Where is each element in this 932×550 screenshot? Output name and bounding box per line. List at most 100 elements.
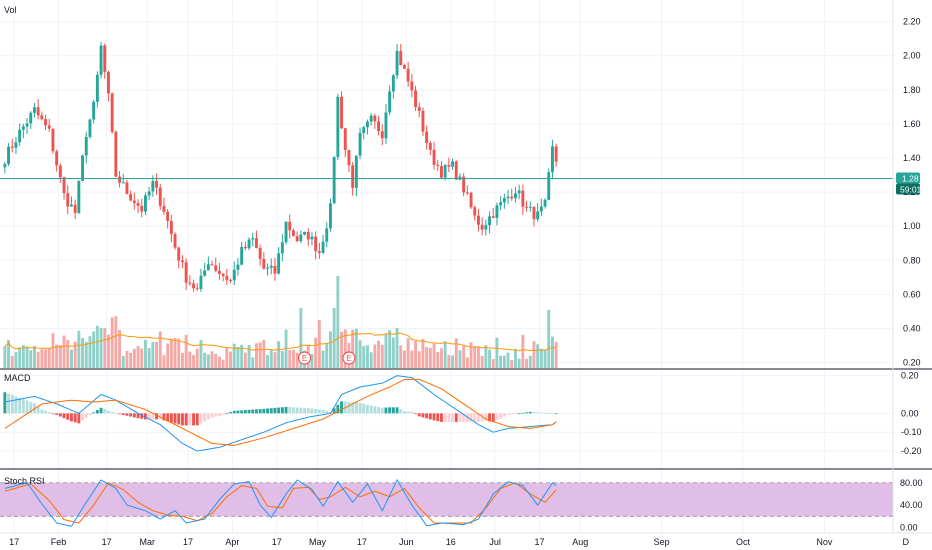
- candle-body: [351, 165, 355, 188]
- macd-axis-label: -0.10: [901, 427, 922, 437]
- macd-pane[interactable]: MACD: [0, 373, 893, 452]
- volume-bar: [425, 347, 429, 368]
- volume-bar: [25, 346, 29, 368]
- volume-bar: [525, 358, 528, 368]
- time-axis-label: D: [903, 537, 910, 547]
- macd-histogram-bar: [199, 413, 203, 424]
- candle-body: [144, 195, 147, 212]
- macd-histogram-bar: [3, 392, 7, 414]
- macd-histogram-bar: [443, 413, 447, 422]
- time-axis-label: Aug: [572, 537, 588, 547]
- candle-body: [70, 204, 73, 207]
- volume-bar: [495, 337, 499, 368]
- candle-body: [399, 50, 403, 66]
- candle-body: [66, 193, 70, 207]
- macd-histogram-bar: [51, 413, 55, 415]
- candle-body: [332, 157, 336, 204]
- macd-histogram-bar: [340, 401, 343, 414]
- candle-body: [147, 191, 151, 196]
- candle-body: [391, 75, 395, 92]
- volume-bar: [314, 337, 318, 368]
- macd-histogram-bar: [206, 413, 210, 420]
- stoch-rsi-axis[interactable]: 80.00 40.00 0.00: [900, 478, 923, 533]
- macd-axis[interactable]: 0.20 0.00 -0.10 -0.20: [901, 371, 922, 456]
- volume-bar: [295, 352, 299, 368]
- candle-body: [547, 172, 551, 200]
- macd-histogram-bar: [95, 410, 99, 414]
- candle-body: [292, 230, 295, 237]
- volume-bar: [247, 345, 251, 368]
- candle-body: [18, 129, 22, 143]
- macd-histogram-bar: [273, 407, 277, 414]
- macd-histogram-bar: [306, 408, 310, 414]
- price-axis-label: 1.80: [903, 85, 921, 95]
- macd-histogram-bar: [521, 412, 525, 414]
- bar-countdown: 59:01: [900, 184, 922, 194]
- candle-body: [347, 150, 351, 166]
- candle-body: [436, 164, 440, 167]
- volume-bar: [51, 333, 55, 368]
- candle-body: [506, 196, 510, 199]
- macd-histogram-bar: [155, 413, 158, 420]
- macd-histogram-bar: [321, 409, 325, 414]
- stoch-rsi-pane[interactable]: Stoch RSI: [0, 476, 893, 527]
- macd-histogram-bar: [502, 413, 506, 417]
- macd-histogram-bar: [262, 408, 266, 414]
- volume-bar: [221, 359, 225, 368]
- macd-histogram-bar: [66, 413, 70, 420]
- candle-body: [380, 131, 384, 139]
- volume-bar: [188, 351, 192, 368]
- volume-bar: [299, 308, 303, 368]
- earnings-badge[interactable]: [297, 351, 312, 365]
- macd-histogram-bar: [314, 408, 318, 414]
- candle-body: [410, 81, 414, 91]
- candle-body: [33, 107, 36, 113]
- macd-histogram-bar: [77, 413, 81, 424]
- pane-separators[interactable]: [0, 0, 932, 534]
- candle-body: [510, 196, 514, 199]
- volume-bar: [236, 346, 240, 368]
- candle-body: [243, 246, 247, 249]
- macd-histogram-bar: [210, 413, 214, 418]
- candle-body: [536, 211, 540, 220]
- candle-body: [421, 110, 425, 132]
- volume-bar: [173, 338, 177, 368]
- time-axis-label: Jul: [489, 537, 501, 547]
- volume-bar: [369, 352, 373, 368]
- macd-histogram-bar: [81, 413, 84, 421]
- volume-bar: [258, 342, 262, 368]
- macd-histogram-bar: [528, 411, 532, 414]
- candle-body: [62, 177, 66, 194]
- macd-histogram-bar: [373, 406, 377, 414]
- price-axis-label: 0.20: [903, 358, 921, 368]
- macd-histogram-bar: [399, 409, 403, 414]
- candle-body: [29, 112, 33, 124]
- candle-body: [369, 115, 373, 122]
- macd-histogram-bar: [132, 413, 136, 418]
- candle-body: [314, 236, 318, 252]
- volume-bar: [362, 346, 366, 368]
- macd-histogram-bar: [458, 413, 462, 422]
- candle-body: [451, 161, 454, 167]
- candle-body: [269, 265, 273, 268]
- candle-body: [303, 231, 306, 235]
- volume-bar: [395, 327, 399, 368]
- volume-bar: [107, 334, 110, 368]
- candle-body: [255, 238, 258, 248]
- macd-histogram-bar: [310, 408, 314, 414]
- price-axis-label: 0.40: [903, 323, 921, 333]
- candle-body: [14, 142, 18, 148]
- volume-bar: [547, 310, 551, 368]
- macd-histogram-bar: [299, 407, 303, 414]
- candle-body: [195, 288, 199, 290]
- macd-histogram-bar: [103, 409, 107, 414]
- earnings-badge[interactable]: [342, 351, 356, 365]
- macd-histogram-bar: [55, 413, 59, 415]
- candle-body: [388, 91, 392, 113]
- macd-histogram-bar: [184, 413, 188, 426]
- macd-histogram-bar: [491, 413, 495, 422]
- time-axis[interactable]: 17 Feb 17 Mar 17 Apr 17 May 17 Jun 16 Jul 17 Aug Sep Oc…: [9, 537, 909, 547]
